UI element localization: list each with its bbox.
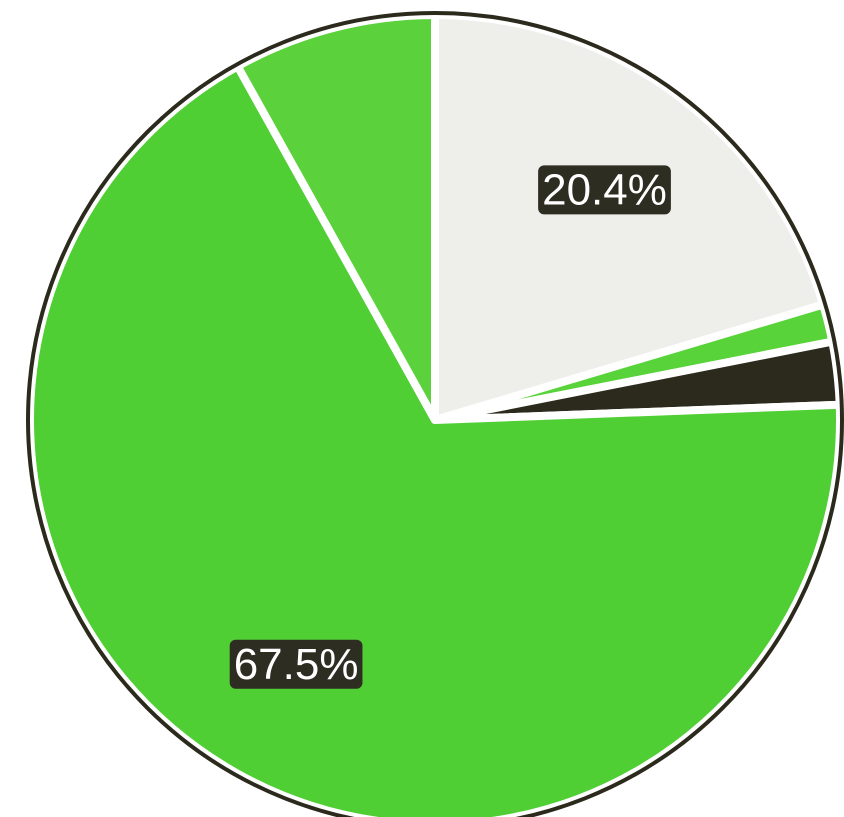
pie-slice <box>26 62 844 817</box>
data-label-group: 67.5% <box>229 639 363 689</box>
data-label-bg <box>229 639 363 689</box>
pie-slice <box>431 11 828 424</box>
pie-slice <box>233 11 439 424</box>
pie-outline <box>26 11 844 817</box>
data-label-bg <box>538 165 671 215</box>
data-label-group: 20.4% <box>538 165 671 215</box>
data-label: 20.4% <box>542 165 667 214</box>
data-label: 67.5% <box>234 640 359 689</box>
